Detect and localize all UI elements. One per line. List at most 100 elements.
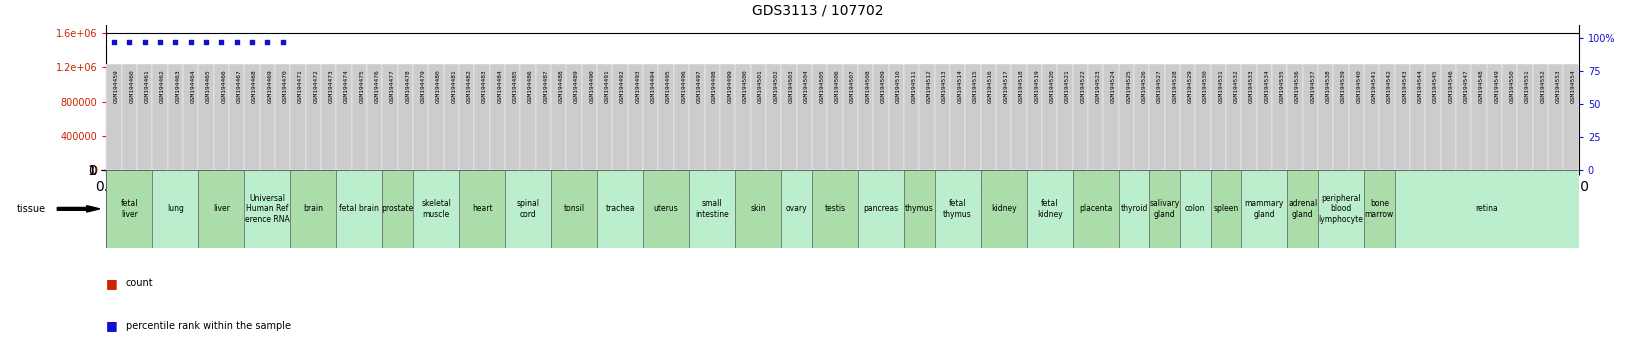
Point [1528,160,1554,166]
Point [301,160,327,166]
FancyBboxPatch shape [1180,64,1196,170]
Bar [1180,170,1211,248]
Text: count: count [126,278,154,288]
Point [684,141,710,146]
Point [407,156,434,162]
FancyBboxPatch shape [1073,64,1088,170]
FancyBboxPatch shape [1011,64,1027,170]
Text: GSM194505: GSM194505 [820,69,825,103]
Text: GSM194491: GSM194491 [605,69,610,103]
Bar [1152,169,1162,170]
Text: GSM194530: GSM194530 [1202,69,1207,103]
Point [208,39,234,45]
Point [792,141,818,146]
Text: GSM194509: GSM194509 [880,69,885,103]
FancyBboxPatch shape [874,64,888,170]
Text: GSM194474: GSM194474 [344,69,348,103]
Point [1451,151,1477,157]
FancyBboxPatch shape [705,64,720,170]
Text: salivary
gland: salivary gland [1150,199,1180,218]
Text: ovary: ovary [785,204,807,213]
Text: GSM194534: GSM194534 [1265,69,1270,103]
Text: spinal
cord: spinal cord [517,199,540,218]
Bar [278,161,288,170]
Text: heart: heart [471,204,492,213]
Point [101,39,128,45]
Text: GSM194470: GSM194470 [283,69,288,103]
Text: GSM194545: GSM194545 [1433,69,1438,103]
Text: GSM194521: GSM194521 [1065,69,1070,103]
FancyBboxPatch shape [306,64,321,170]
Bar [106,170,152,248]
Text: GSM194495: GSM194495 [666,69,671,103]
Bar [1148,170,1180,248]
FancyBboxPatch shape [903,64,919,170]
Text: GSM194524: GSM194524 [1111,69,1116,103]
FancyBboxPatch shape [965,64,980,170]
Bar [1119,170,1148,248]
Bar [383,170,412,248]
Point [1098,91,1124,96]
FancyBboxPatch shape [183,64,198,170]
FancyBboxPatch shape [582,64,597,170]
FancyBboxPatch shape [828,64,843,170]
Text: GSM194553: GSM194553 [1556,69,1561,103]
Text: ■: ■ [106,319,118,332]
Text: GSM194525: GSM194525 [1126,69,1130,103]
Point [162,39,188,45]
FancyBboxPatch shape [735,64,751,170]
Text: GSM194459: GSM194459 [115,69,119,103]
Text: prostate: prostate [381,204,414,213]
Text: testis: testis [825,204,846,213]
Point [1343,121,1369,127]
Text: tissue: tissue [16,204,46,214]
FancyBboxPatch shape [857,64,874,170]
FancyBboxPatch shape [1471,64,1487,170]
Point [898,154,924,160]
Bar [247,160,257,170]
FancyBboxPatch shape [275,64,291,170]
Text: GSM194465: GSM194465 [206,69,211,103]
Text: GSM194548: GSM194548 [1479,69,1484,103]
FancyBboxPatch shape [398,64,412,170]
FancyBboxPatch shape [951,64,965,170]
FancyBboxPatch shape [612,64,628,170]
Text: GSM194512: GSM194512 [928,69,933,103]
FancyBboxPatch shape [1333,64,1348,170]
Bar [903,170,934,248]
Point [1543,138,1569,144]
Point [424,156,450,162]
FancyBboxPatch shape [1348,64,1364,170]
FancyBboxPatch shape [167,64,183,170]
FancyBboxPatch shape [566,64,582,170]
Point [1144,143,1170,149]
FancyBboxPatch shape [412,64,429,170]
Text: GSM194473: GSM194473 [329,69,334,103]
FancyBboxPatch shape [1441,64,1456,170]
Point [1235,130,1261,136]
Point [116,39,142,45]
Text: GSM194497: GSM194497 [697,69,702,103]
FancyBboxPatch shape [352,64,366,170]
Text: GSM194476: GSM194476 [375,69,380,103]
Point [1252,138,1278,144]
Point [715,151,741,157]
Text: GSM194467: GSM194467 [237,69,242,103]
Bar [506,170,551,248]
Text: fetal brain: fetal brain [340,204,380,213]
Text: GSM194488: GSM194488 [560,69,564,103]
Text: GSM194526: GSM194526 [1142,69,1147,103]
Text: fetal
kidney: fetal kidney [1037,199,1062,218]
FancyBboxPatch shape [460,64,474,170]
FancyBboxPatch shape [198,64,214,170]
Bar [139,68,151,170]
Point [1497,72,1523,78]
Text: GSM194479: GSM194479 [420,69,425,103]
FancyBboxPatch shape [1319,64,1333,170]
Point [1266,98,1292,104]
Point [1175,141,1201,146]
Text: GSM194514: GSM194514 [957,69,962,103]
Text: pancreas: pancreas [864,204,898,213]
Point [744,138,771,144]
FancyBboxPatch shape [811,64,828,170]
